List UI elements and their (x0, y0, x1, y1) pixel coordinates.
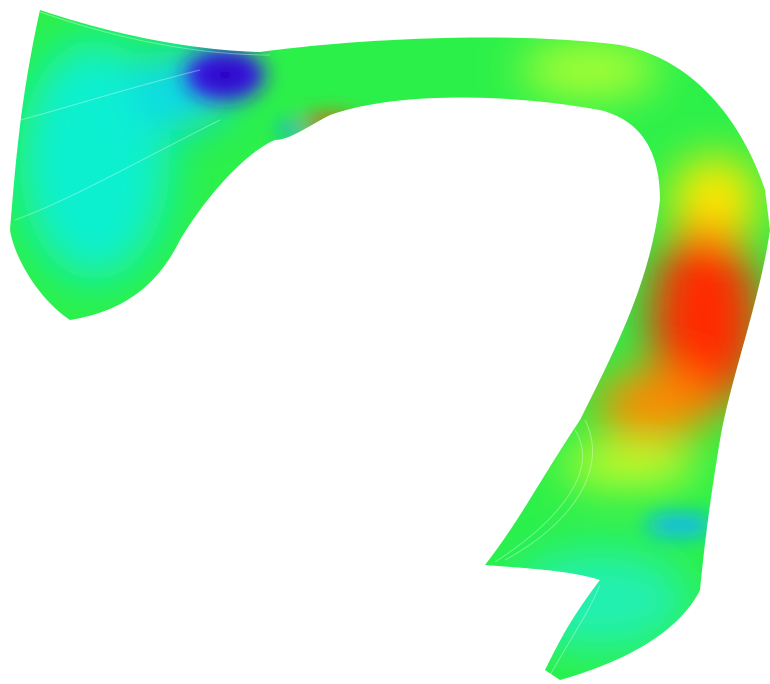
red-streak (302, 115, 358, 129)
body (0, 0, 770, 684)
page: {} html, body { margin: 0; padding: 0; b… (0, 0, 770, 684)
blue-core (205, 62, 245, 88)
tract (0, 0, 770, 684)
blue-band (645, 513, 715, 537)
orange-region (595, 370, 715, 440)
yellow-green-region (520, 42, 660, 98)
fiber-tract-image (0, 0, 770, 684)
yellow-band (560, 447, 700, 483)
cyan-green-region (510, 550, 690, 650)
blue-streak (278, 122, 302, 138)
